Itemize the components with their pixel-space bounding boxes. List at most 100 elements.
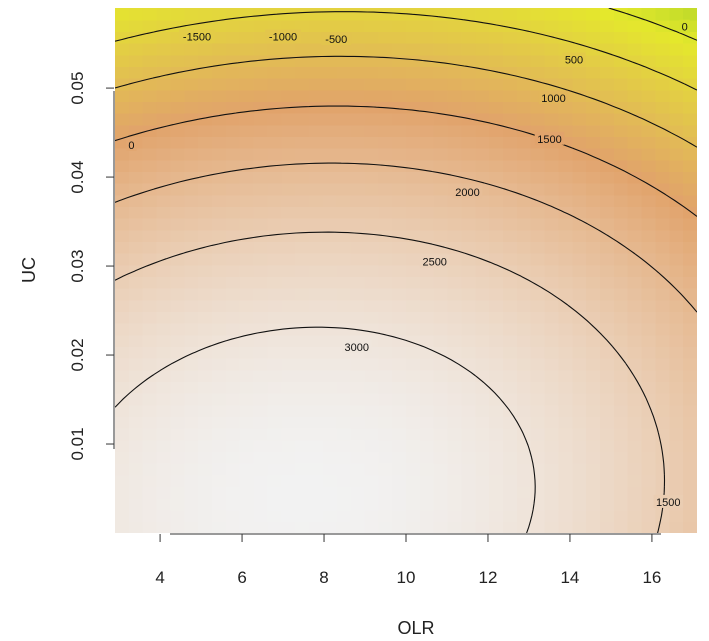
heatmap-cell (336, 78, 352, 91)
contour-line-level (115, 326, 536, 533)
heatmap-cell (170, 54, 185, 67)
heatmap-cell (309, 66, 324, 79)
heatmap-cell (309, 393, 324, 406)
heatmap-cell (600, 253, 615, 266)
heatmap-cell (184, 276, 199, 289)
heatmap-cell (475, 404, 490, 417)
heatmap-cell (586, 381, 601, 394)
heatmap-cell (281, 451, 296, 464)
heatmap-cell (461, 463, 476, 476)
heatmap-cell (156, 451, 172, 464)
heatmap-cell (336, 43, 352, 56)
heatmap-cell (406, 206, 421, 219)
heatmap-cell (128, 521, 144, 533)
heatmap-cell (253, 486, 269, 499)
contour-label: 1500 (656, 497, 680, 509)
heatmap-cell (281, 264, 296, 277)
heatmap-cell (600, 124, 615, 137)
heatmap-cell (503, 54, 518, 67)
heatmap-cell (558, 521, 573, 533)
heatmap-cell (336, 474, 352, 487)
heatmap-cell (378, 346, 393, 359)
heatmap-cell (142, 323, 158, 336)
heatmap-cell (170, 288, 185, 301)
heatmap-cell (212, 369, 227, 382)
heatmap-cell (322, 486, 338, 499)
heatmap-cell (627, 404, 643, 417)
heatmap-cell (115, 498, 130, 511)
heatmap-cell (475, 89, 490, 102)
heatmap-cell (419, 264, 435, 277)
heatmap-cell (225, 218, 241, 231)
heatmap-cell (281, 43, 296, 56)
heatmap-cell (309, 498, 324, 511)
contour-line-level (115, 162, 697, 313)
heatmap-cell (378, 171, 393, 184)
heatmap-cell (600, 218, 615, 231)
heatmap-cell (419, 89, 435, 102)
heatmap-cell (503, 136, 518, 149)
heatmap-cell (239, 124, 255, 137)
heatmap-cell (170, 101, 185, 114)
heatmap-cell (239, 66, 255, 79)
heatmap-cell (115, 54, 130, 67)
heatmap-cell (544, 334, 560, 347)
heatmap-cell (142, 299, 158, 312)
heatmap-cell (156, 183, 172, 196)
heatmap-cell (267, 136, 282, 149)
heatmap-cell (641, 101, 657, 114)
heatmap-cell (295, 194, 310, 207)
heatmap-cell (253, 148, 269, 161)
heatmap-cell (225, 54, 241, 67)
heatmap-cell (115, 124, 130, 137)
heatmap-cell (461, 136, 476, 149)
heatmap-cell (253, 241, 269, 254)
heatmap-cell (558, 19, 573, 32)
heatmap-cell (212, 521, 227, 533)
heatmap-cell (128, 369, 144, 382)
heatmap-cell (322, 264, 338, 277)
heatmap-cell (350, 404, 366, 417)
heatmap-cell (544, 358, 560, 371)
heatmap-cell (322, 241, 338, 254)
heatmap-cell (683, 509, 697, 522)
heatmap-cell (184, 206, 199, 219)
heatmap-cell (128, 54, 144, 67)
heatmap-cell (281, 509, 296, 522)
heatmap-cell (239, 31, 255, 44)
heatmap-cell (516, 288, 532, 301)
heatmap-cell (669, 299, 684, 312)
heatmap-cell (558, 404, 573, 417)
heatmap-cell (115, 346, 130, 359)
heatmap-cell (586, 66, 601, 79)
heatmap-cell (295, 183, 310, 196)
heatmap-cell (198, 381, 213, 394)
heatmap-cell (613, 66, 629, 79)
heatmap-cell (669, 288, 684, 301)
heatmap-cell (406, 323, 421, 336)
heatmap-cell (295, 253, 310, 266)
heatmap-cell (267, 229, 282, 242)
heatmap-cell (115, 171, 130, 184)
heatmap-cell (655, 78, 670, 91)
heatmap-cell (489, 451, 504, 464)
heatmap-cell (544, 253, 560, 266)
heatmap-cell (489, 463, 504, 476)
heatmap-cell (115, 369, 130, 382)
heatmap-cell (641, 89, 657, 102)
heatmap-cell (530, 439, 546, 452)
heatmap-cell (419, 369, 435, 382)
heatmap-cell (503, 31, 518, 44)
heatmap-cell (295, 171, 310, 184)
heatmap-cell (350, 66, 366, 79)
heatmap-cell (128, 43, 144, 56)
heatmap-cell (336, 439, 352, 452)
heatmap-cell (433, 264, 449, 277)
heatmap-cell (309, 148, 324, 161)
heatmap-cell (267, 276, 282, 289)
heatmap-cell (419, 171, 435, 184)
heatmap-cell (433, 451, 449, 464)
heatmap-cell (489, 183, 504, 196)
heatmap-cell (613, 54, 629, 67)
heatmap-cell (212, 89, 227, 102)
